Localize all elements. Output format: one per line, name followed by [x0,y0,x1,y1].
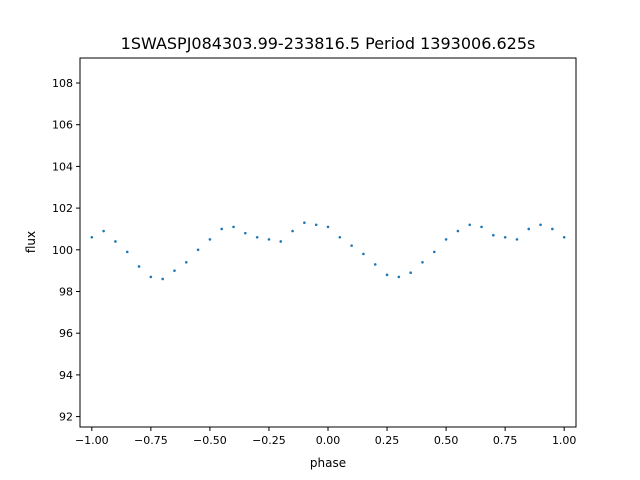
data-point [468,223,472,227]
y-tick-label: 92 [59,411,73,424]
data-point [291,229,294,233]
data-point [196,248,200,252]
data-point [255,235,259,239]
data-point [220,227,224,231]
data-point [527,227,531,231]
data-point [432,250,436,254]
data-point [444,238,448,241]
x-tick-label: −0.75 [134,434,168,447]
y-tick-label: 104 [52,160,73,173]
data-point [503,235,507,239]
x-tick-label: −0.50 [193,434,227,447]
x-tick-label: 0.75 [493,434,518,447]
data-point [421,261,424,264]
data-points [90,221,566,281]
data-point [279,240,283,243]
data-point [314,223,318,227]
data-point [184,261,188,264]
x-tick-label: 0.25 [375,434,400,447]
data-point [102,229,105,233]
data-point [551,227,554,231]
y-tick-label: 96 [59,327,73,340]
data-point [114,240,117,243]
y-tick-label: 98 [59,285,73,298]
data-point [562,235,566,239]
data-point [373,263,377,266]
data-point [350,244,353,247]
y-tick-label: 102 [52,202,73,215]
y-axis-ticks: 92 94 96 98 100 102 104 106 108 [52,77,80,424]
data-point [385,273,389,277]
x-tick-label: −1.00 [75,434,109,447]
plot-area-frame [79,57,577,428]
data-point [208,238,212,241]
data-point [492,233,495,237]
x-tick-label: −0.25 [252,434,286,447]
data-point [161,277,164,281]
x-axis-ticks: −1.00 −0.75 −0.50 −0.25 0.00 0.25 0.50 0.75 1.00 [75,427,576,447]
data-point [149,275,153,279]
data-point [362,252,365,256]
data-point [397,275,401,279]
x-axis-label: phase [310,456,346,470]
data-point [173,269,176,272]
data-point [515,238,519,241]
data-point [125,250,129,254]
data-point [326,225,330,229]
x-tick-label: 0.50 [434,434,459,447]
data-point [338,235,342,239]
chart-title: 1SWASPJ084303.99-233816.5 Period 1393006… [121,34,536,53]
data-point [232,225,235,229]
data-point [409,271,412,275]
y-tick-label: 106 [52,119,73,132]
data-point [137,265,141,268]
data-point [456,229,460,233]
data-point [539,223,542,227]
y-tick-label: 100 [52,244,73,257]
data-point [90,235,94,239]
data-point [480,225,483,229]
y-tick-label: 94 [59,369,73,382]
data-point [303,221,306,224]
y-tick-label: 108 [52,77,73,90]
x-tick-label: 1.00 [552,434,577,447]
x-tick-label: 0.00 [316,434,341,447]
data-point [267,238,271,241]
y-axis-label: flux [24,231,38,253]
data-point [244,231,247,235]
